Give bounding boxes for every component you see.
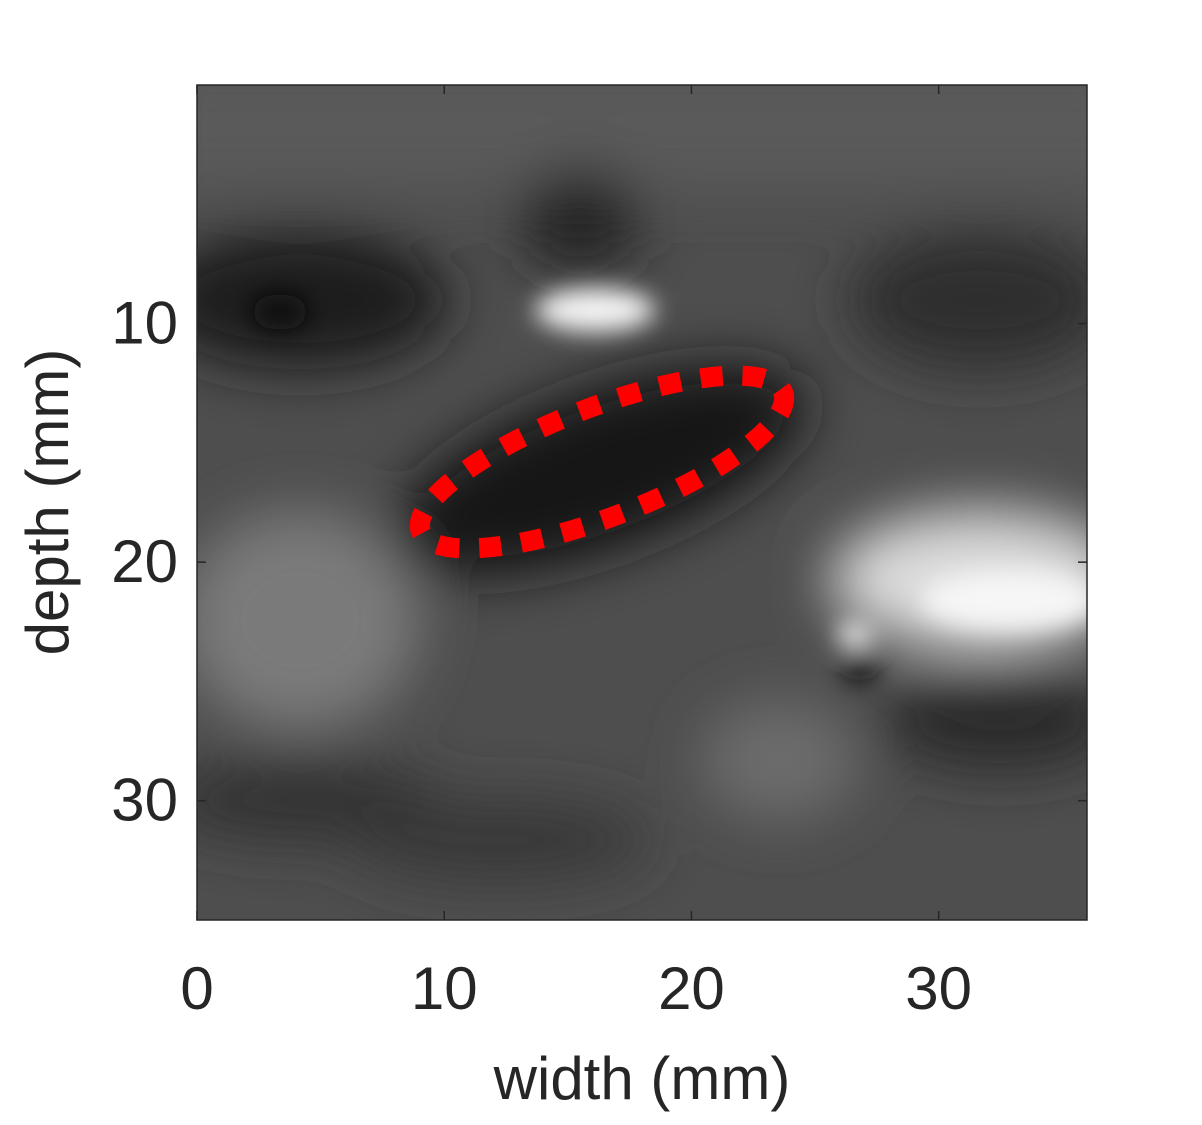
x-tick-label: 20 — [658, 955, 725, 1022]
plot-frame — [196, 84, 1088, 921]
x-tick-label: 0 — [180, 955, 213, 1022]
x-axis-label: width (mm) — [493, 1045, 791, 1112]
y-tick-label: 30 — [111, 767, 178, 834]
y-tick-label: 20 — [111, 528, 178, 595]
y-tick-label: 10 — [111, 289, 178, 356]
roi-outline — [409, 365, 795, 559]
image — [197, 85, 1087, 920]
y-axis-label: depth (mm) — [14, 349, 81, 656]
x-tick-label: 30 — [905, 955, 972, 1022]
x-tick-label: 10 — [411, 955, 478, 1022]
